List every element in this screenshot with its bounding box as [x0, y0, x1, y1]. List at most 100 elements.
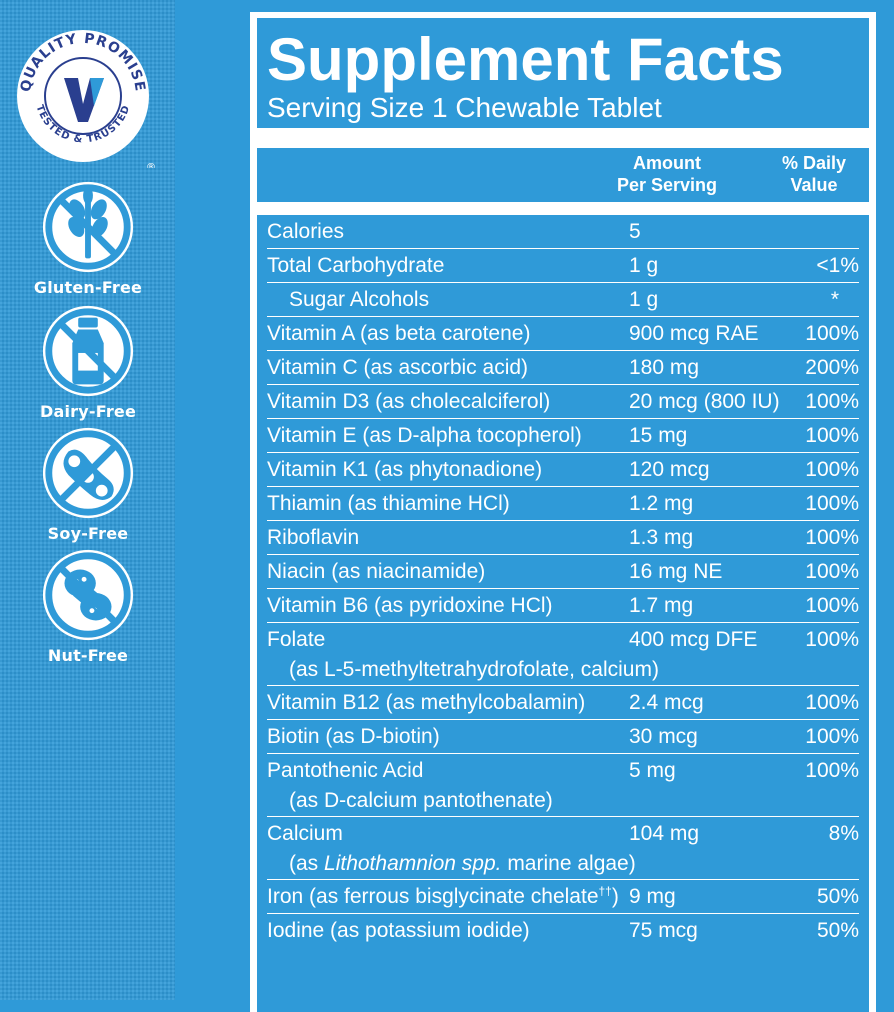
table-row: Vitamin B12 (as methylcobalamin) 2.4 mcg…	[267, 686, 859, 720]
nutrient-name: Vitamin K1 (as phytonadione)	[267, 458, 543, 481]
nutrient-amount: 104 mg	[629, 822, 700, 845]
nutrient-amount: 9 mg	[629, 885, 676, 908]
badge-panel: QUALITY PROMISE TESTED & TRUSTED ® Glute…	[0, 0, 175, 1000]
nutrient-amount: 15 mg	[629, 424, 688, 447]
nutrient-name: Vitamin B12 (as methylcobalamin)	[267, 691, 586, 714]
thick-divider	[257, 128, 869, 148]
nutrient-dv: 100%	[805, 424, 859, 447]
soybean-icon	[42, 427, 134, 519]
table-row: Biotin (as D-biotin) 30 mcg 100%	[267, 720, 859, 754]
table-row: Iodine (as potassium iodide) 75 mcg 50%	[267, 914, 859, 947]
nutrient-dv: 100%	[805, 526, 859, 549]
nutrient-dv: 100%	[805, 594, 859, 617]
nutrient-amount: 5	[629, 220, 641, 243]
peanut-icon	[42, 549, 134, 641]
table-row: Pantothenic Acid (as D-calcium pantothen…	[267, 754, 859, 817]
nutrient-amount: 75 mcg	[629, 919, 698, 942]
nutrient-amount: 16 mg NE	[629, 560, 723, 583]
nutrient-name: Vitamin D3 (as cholecalciferol)	[267, 390, 551, 413]
table-row: Calories 5	[267, 215, 859, 249]
table-row: Thiamin (as thiamine HCl) 1.2 mg 100%	[267, 487, 859, 521]
nutrient-dv: 100%	[805, 628, 859, 651]
nutrient-amount: 1 g	[629, 254, 659, 277]
badge-label: Soy-Free	[47, 524, 129, 543]
nutrient-dv: <1%	[816, 254, 859, 277]
nutrient-name: Niacin (as niacinamide)	[267, 560, 486, 583]
table-row: Vitamin D3 (as cholecalciferol) 20 mcg (…	[267, 385, 859, 419]
supplement-facts-panel: Supplement Facts Serving Size 1 Chewable…	[250, 12, 876, 1012]
nutrient-name: Iron (as ferrous bisglycinate chelate††)	[267, 884, 619, 908]
nutrient-dv: *	[830, 288, 839, 311]
nutrient-source: (as D-calcium pantothenate)	[289, 789, 553, 812]
table-row: Iron (as ferrous bisglycinate chelate††)…	[267, 880, 859, 914]
table-row: Folate (as L-5-methyltetrahydrofolate, c…	[267, 623, 859, 686]
table-row: Vitamin K1 (as phytonadione) 120 mcg 100…	[267, 453, 859, 487]
table-row: Vitamin B6 (as pyridoxine HCl) 1.7 mg 10…	[267, 589, 859, 623]
registered-mark: ®	[146, 162, 156, 168]
badge-label: Nut-Free	[47, 646, 129, 665]
nutrient-amount: 5 mg	[629, 759, 676, 782]
nutrient-name: Pantothenic Acid	[267, 759, 424, 782]
dv-header-line1: % Daily	[781, 153, 847, 173]
top-rule	[250, 12, 876, 18]
table-row: Vitamin C (as ascorbic acid) 180 mg 200%	[267, 351, 859, 385]
nut-free-badge: Nut-Free	[18, 546, 158, 665]
column-headers: Amount Per Serving % Daily Value	[267, 148, 859, 202]
table-row: Riboflavin 1.3 mg 100%	[267, 521, 859, 555]
medium-divider	[257, 202, 869, 215]
nutrient-amount: 400 mcg DFE	[629, 628, 758, 651]
nutrient-name: Calories	[267, 220, 345, 243]
nutrient-source: (as Lithothamnion spp. marine algae)	[289, 852, 636, 875]
nutrient-name: Calcium	[267, 822, 343, 845]
nutrient-source: (as L-5-methyltetrahydrofolate, calcium)	[289, 658, 659, 681]
nutrient-dv: 200%	[805, 356, 859, 379]
nutrient-amount: 1.3 mg	[629, 526, 694, 549]
nutrient-name: Vitamin B6 (as pyridoxine HCl)	[267, 594, 553, 617]
table-row: Total Carbohydrate 1 g <1%	[267, 249, 859, 283]
table-row: Calcium (as Lithothamnion spp. marine al…	[267, 817, 859, 880]
dv-header-line2: Value	[790, 175, 838, 195]
nutrient-dv: 100%	[805, 560, 859, 583]
badge-label: Gluten-Free	[33, 278, 143, 297]
nutrient-name: Biotin (as D-biotin)	[267, 725, 440, 748]
milk-bottle-icon	[42, 305, 134, 397]
nutrient-amount: 900 mcg RAE	[629, 322, 759, 345]
nutrient-amount: 1.2 mg	[629, 492, 694, 515]
nutrient-name: Thiamin (as thiamine HCl)	[267, 492, 510, 515]
nutrient-dv: 8%	[828, 822, 859, 845]
nutrient-dv: 100%	[805, 759, 859, 782]
table-row: Niacin (as niacinamide) 16 mg NE 100%	[267, 555, 859, 589]
nutrient-amount: 2.4 mcg	[629, 691, 704, 714]
nutrient-dv: 100%	[805, 390, 859, 413]
nutrient-amount: 30 mcg	[629, 725, 698, 748]
soy-free-badge: Soy-Free	[18, 424, 158, 543]
nutrient-table: Calories 5 Total Carbohydrate 1 g <1% Su…	[267, 215, 859, 947]
nutrient-amount: 120 mcg	[629, 458, 710, 481]
nutrient-amount: 180 mg	[629, 356, 700, 379]
gluten-free-badge: Gluten-Free	[18, 178, 158, 297]
facts-title: Supplement Facts	[267, 26, 784, 93]
table-row: Vitamin A (as beta carotene) 900 mcg RAE…	[267, 317, 859, 351]
nutrient-name: Vitamin A (as beta carotene)	[267, 322, 531, 345]
nutrient-amount: 1 g	[629, 288, 659, 311]
quality-promise-seal: QUALITY PROMISE TESTED & TRUSTED ®	[17, 30, 156, 168]
nutrient-dv: 100%	[805, 322, 859, 345]
nutrient-name: Total Carbohydrate	[267, 254, 445, 277]
nutrient-name: Iodine (as potassium iodide)	[267, 919, 530, 942]
nutrient-amount: 20 mcg (800 IU)	[629, 390, 780, 413]
table-row: Vitamin E (as D-alpha tocopherol) 15 mg …	[267, 419, 859, 453]
dairy-free-badge: Dairy-Free	[18, 302, 158, 421]
nutrient-dv: 100%	[805, 492, 859, 515]
nutrient-dv: 50%	[816, 919, 859, 942]
nutrient-amount: 1.7 mg	[629, 594, 694, 617]
nutrient-name: Riboflavin	[267, 526, 360, 549]
nutrient-dv: 100%	[805, 691, 859, 714]
nutrient-name: Vitamin E (as D-alpha tocopherol)	[267, 424, 582, 447]
nutrient-name: Folate	[267, 628, 326, 651]
amount-header-line1: Amount	[633, 153, 701, 173]
amount-header-line2: Per Serving	[616, 175, 718, 195]
table-row: Sugar Alcohols 1 g *	[267, 283, 859, 317]
daily-value-header: % Daily Value	[769, 152, 859, 196]
nutrient-dv: 100%	[805, 725, 859, 748]
nutrient-dv: 100%	[805, 458, 859, 481]
